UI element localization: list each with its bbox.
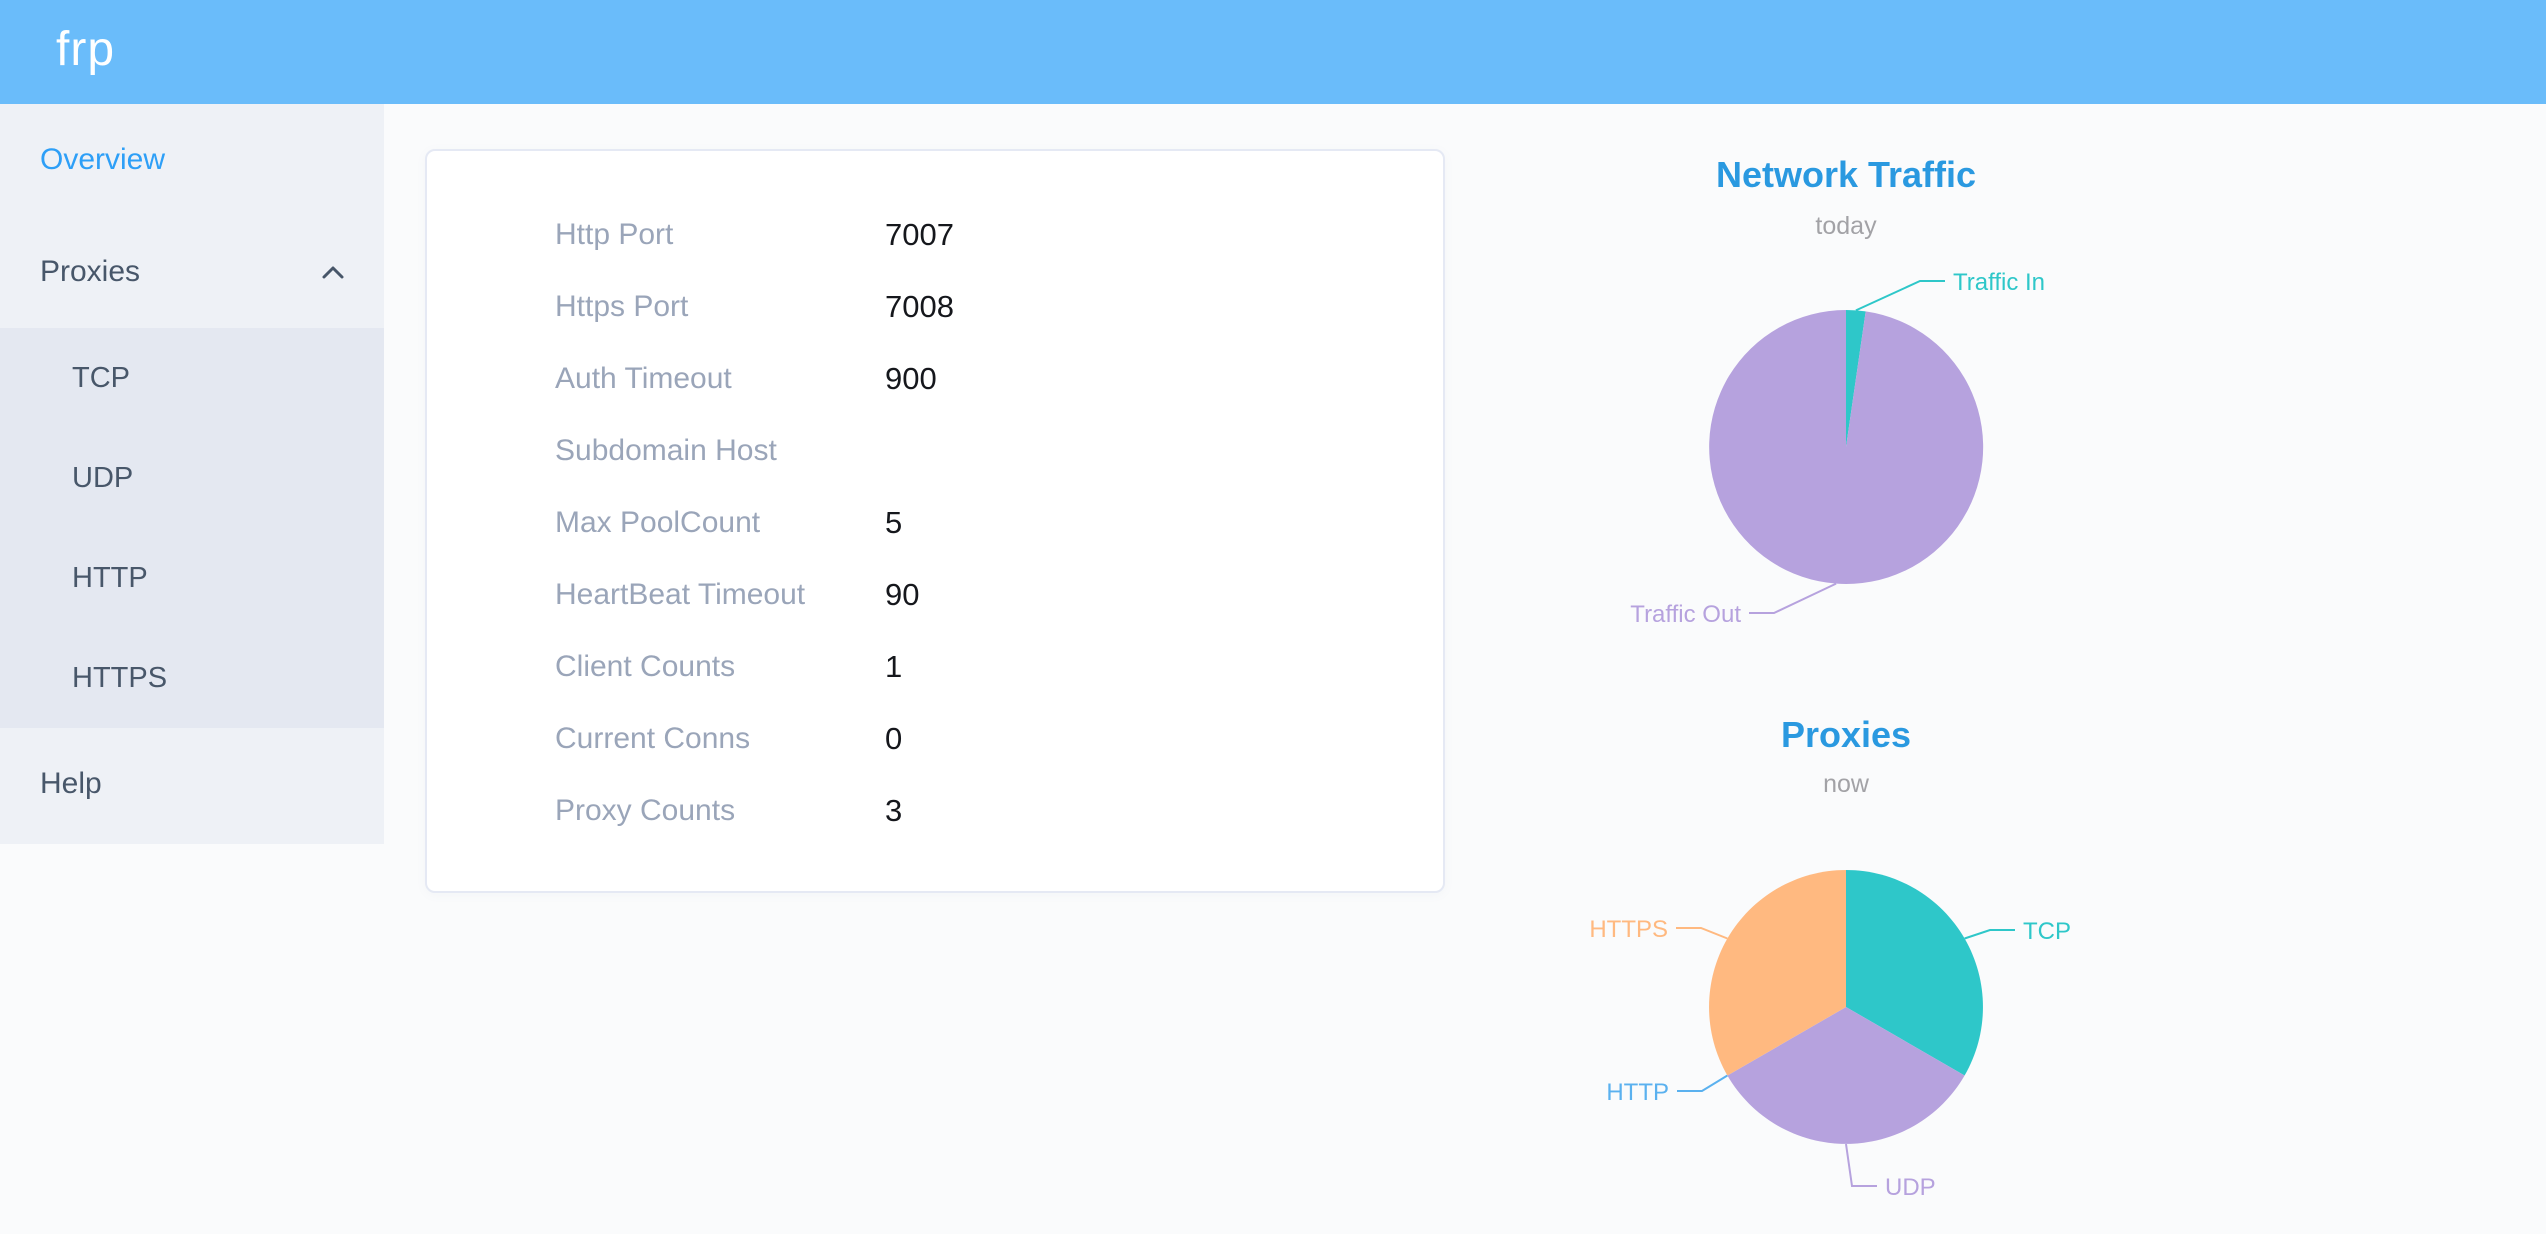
- info-value: 0: [885, 721, 903, 756]
- proxies-chart-title: Proxies: [1780, 714, 1912, 755]
- info-row: Max PoolCount 5: [427, 487, 1443, 559]
- info-row: Client Counts 1: [427, 631, 1443, 703]
- label-line-traffic-in: [1855, 280, 1945, 312]
- info-value: 90: [885, 577, 920, 612]
- network-traffic-subtitle: today: [1815, 212, 1877, 240]
- sidebar-item-udp[interactable]: UDP: [0, 428, 384, 528]
- info-row: Current Conns 0: [427, 703, 1443, 775]
- network-traffic-pie-chart: Traffic In Traffic Out: [1630, 269, 2045, 628]
- info-label: Http Port: [555, 218, 674, 251]
- label-line-http: [1677, 1074, 1728, 1092]
- label-line-udp: [1845, 1143, 1877, 1187]
- sidebar-item-https[interactable]: HTTPS: [0, 628, 384, 728]
- info-value: 1: [885, 649, 903, 684]
- sidebar-item-label: TCP: [72, 362, 130, 394]
- info-label: Auth Timeout: [555, 362, 732, 395]
- sidebar-item-label: HTTP: [72, 562, 148, 594]
- info-label: Current Conns: [555, 722, 751, 755]
- pie-slice-https[interactable]: [1709, 870, 1846, 1076]
- server-info-rows: Http Port 7007 Https Port 7008 Auth Timeout 9…: [427, 199, 1443, 847]
- network-traffic-title: Network Traffic: [1715, 154, 1977, 195]
- proxies-pie-chart: TCP UDP HTTP HTTPS: [1589, 870, 2071, 1201]
- info-value: 7008: [885, 289, 954, 324]
- sidebar-item-label: UDP: [72, 462, 134, 494]
- pie-slice-traffic-out[interactable]: [1709, 310, 1984, 584]
- info-label: Client Counts: [555, 650, 736, 683]
- label-line-traffic-out: [1749, 582, 1837, 614]
- pie-slice-udp[interactable]: [1727, 1007, 1965, 1144]
- info-row: Http Port 7007: [427, 199, 1443, 271]
- info-row: Https Port 7008: [427, 271, 1443, 343]
- info-label: HeartBeat Timeout: [555, 578, 806, 611]
- pie-slice-traffic-in[interactable]: [1846, 309, 1866, 447]
- sidebar-item-tcp[interactable]: TCP: [0, 328, 384, 428]
- chevron-up-icon[interactable]: [318, 258, 348, 288]
- slice-label-udp: UDP: [1885, 1174, 1936, 1201]
- info-label: Subdomain Host: [555, 434, 777, 467]
- sidebar-item-help[interactable]: Help: [0, 728, 384, 840]
- info-value: 5: [885, 505, 903, 540]
- info-label: Proxy Counts: [555, 794, 736, 827]
- info-row: Proxy Counts 3: [427, 775, 1443, 847]
- slice-label-traffic-out: Traffic Out: [1630, 601, 1741, 628]
- app-logo: frp: [56, 23, 116, 76]
- info-value: 3: [885, 793, 903, 828]
- info-row: HeartBeat Timeout 90: [427, 559, 1443, 631]
- sidebar-item-http[interactable]: HTTP: [0, 528, 384, 628]
- sidebar-item-overview[interactable]: Overview: [0, 104, 384, 216]
- sidebar-item-proxies[interactable]: Proxies: [0, 216, 384, 328]
- info-row: Auth Timeout 900: [427, 343, 1443, 415]
- sidebar: Overview Proxies TCP UDP HTTP HTTPS Help: [0, 104, 384, 844]
- slice-label-traffic-in: Traffic In: [1953, 269, 2045, 296]
- info-label: Max PoolCount: [555, 506, 761, 539]
- header-bar: frp: [0, 0, 2546, 104]
- proxies-submenu: TCP UDP HTTP HTTPS: [0, 328, 384, 728]
- label-line-https: [1676, 927, 1728, 940]
- info-value: 900: [885, 361, 937, 396]
- info-row: Subdomain Host: [427, 415, 1443, 487]
- pie-slice-tcp[interactable]: [1846, 870, 1983, 1076]
- slice-label-tcp: TCP: [2023, 918, 2071, 945]
- label-line-tcp: [1964, 929, 2015, 940]
- info-label: Https Port: [555, 290, 689, 323]
- slice-label-http: HTTP: [1606, 1079, 1669, 1106]
- proxies-chart-subtitle: now: [1823, 770, 1869, 798]
- sidebar-item-label: Proxies: [40, 255, 141, 288]
- slice-label-https: HTTPS: [1589, 916, 1668, 943]
- sidebar-item-label: Help: [40, 767, 102, 800]
- server-info-card: Http Port 7007 Https Port 7008 Auth Timeout 9…: [425, 149, 1445, 893]
- info-value: 7007: [885, 217, 954, 252]
- sidebar-item-label: HTTPS: [72, 662, 168, 694]
- sidebar-item-label: Overview: [40, 143, 166, 176]
